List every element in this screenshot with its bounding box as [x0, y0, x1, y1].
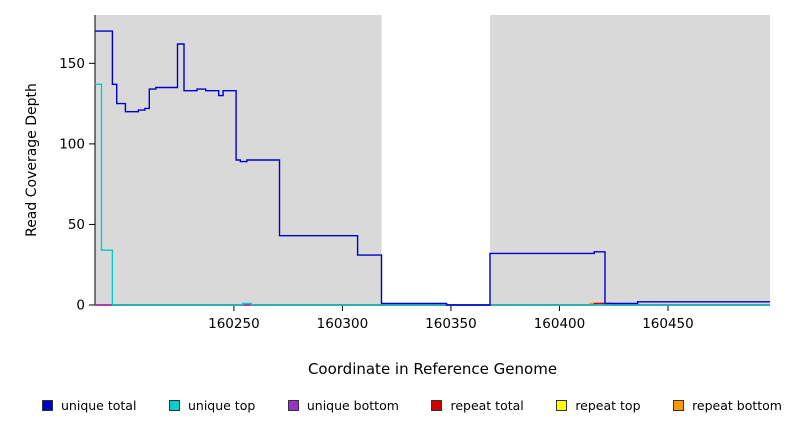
- y-tick-label: 100: [59, 136, 85, 152]
- y-axis-title: Read Coverage Depth: [24, 83, 40, 237]
- plot-background-region: [381, 15, 491, 305]
- legend-label: unique top: [187, 398, 256, 413]
- legend-swatch-icon: [287, 400, 299, 411]
- legend-item-repeat-top: repeat top: [556, 398, 641, 413]
- legend-swatch-icon: [168, 400, 180, 411]
- legend-label: repeat top: [575, 398, 641, 413]
- x-tick-label: 160450: [642, 316, 694, 332]
- x-tick-label: 160350: [425, 316, 477, 332]
- legend: unique total unique top unique bottom repea…: [42, 398, 782, 413]
- legend-swatch-icon: [673, 400, 685, 411]
- legend-swatch-icon: [42, 400, 53, 411]
- legend-item-unique-total: unique total: [42, 398, 136, 413]
- legend-label: unique bottom: [306, 398, 399, 413]
- series-unique-total: [95, 30, 770, 306]
- y-tick-label: 50: [68, 217, 85, 233]
- legend-label: repeat total: [450, 398, 524, 413]
- legend-swatch-icon: [556, 400, 568, 411]
- x-tick-label: 160300: [317, 316, 369, 332]
- legend-item-repeat-bottom: repeat bottom: [673, 398, 782, 413]
- legend-label: repeat bottom: [692, 398, 782, 413]
- plot-background-region: [490, 15, 770, 305]
- legend-item-unique-top: unique top: [168, 398, 256, 413]
- legend-swatch-icon: [431, 400, 443, 411]
- legend-label: unique total: [61, 398, 137, 413]
- y-tick-label: 150: [59, 56, 85, 72]
- y-tick-label: 0: [76, 298, 85, 314]
- x-tick-label: 160400: [534, 316, 586, 332]
- x-tick-label: 160250: [208, 316, 260, 332]
- series-unique-top: [95, 83, 770, 306]
- legend-item-repeat-total: repeat total: [431, 398, 524, 413]
- x-axis-title: Coordinate in Reference Genome: [307, 360, 558, 378]
- legend-item-unique-bottom: unique bottom: [287, 398, 399, 413]
